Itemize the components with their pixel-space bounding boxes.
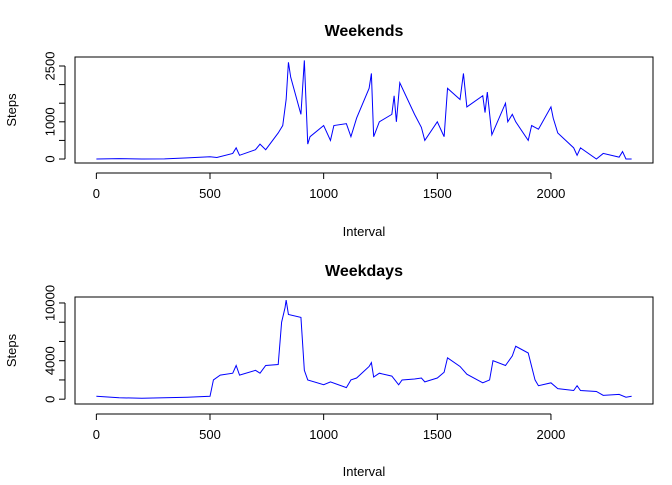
y-tick-label: 0 [42,155,57,162]
x-tick-label: 500 [199,186,221,201]
data-line [96,300,632,399]
x-tick-label: 0 [93,427,100,442]
x-axis-label: Interval [343,224,386,239]
plot-frame [74,296,654,405]
y-axis-label: Steps [4,333,19,367]
y-axis-label: Steps [4,93,19,127]
chart-title: Weekdays [325,263,403,280]
x-tick-label: 1000 [309,427,338,442]
y-tick-label: 1000 [42,107,57,136]
y-tick-label: 0 [42,396,57,403]
chart-title: Weekends [325,23,404,40]
x-tick-label: 500 [199,427,221,442]
x-tick-label: 1000 [309,186,338,201]
x-axis-label: Interval [343,464,386,479]
x-tick-label: 1500 [423,186,452,201]
x-tick-label: 2000 [536,427,565,442]
y-tick-label: 4000 [42,346,57,375]
y-tick-label: 2500 [42,52,57,81]
plot-frame [74,56,654,164]
y-tick-label: 10000 [42,285,57,321]
data-line [96,60,632,160]
x-tick-label: 2000 [536,186,565,201]
x-tick-label: 1500 [423,427,452,442]
x-tick-label: 0 [93,186,100,201]
